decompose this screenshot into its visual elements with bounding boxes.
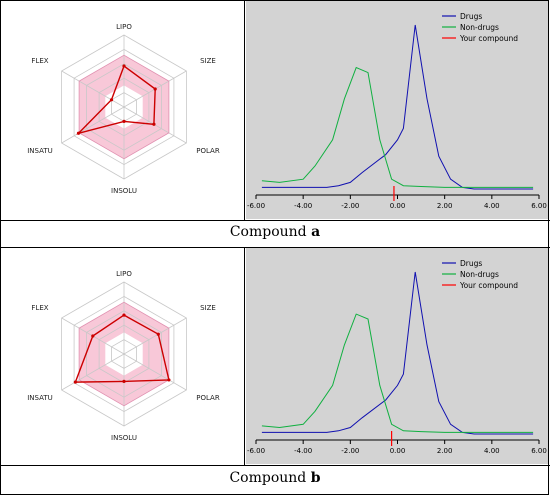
legend-label: Drugs xyxy=(460,259,482,268)
series-line-drugs xyxy=(261,271,534,435)
profile-point xyxy=(152,122,156,126)
x-tick-label: -2.00 xyxy=(341,202,359,210)
profile-point xyxy=(122,64,126,68)
profile-point xyxy=(156,332,160,336)
profile-point xyxy=(167,378,171,382)
series-line-non-drugs xyxy=(261,313,534,433)
divider xyxy=(0,465,550,466)
profile-point xyxy=(76,131,81,135)
x-tick-label: 0.00 xyxy=(390,447,406,455)
axis-label: FLEX xyxy=(31,304,48,312)
legend-label: Your compound xyxy=(459,281,518,290)
profile-point xyxy=(122,313,126,317)
profile-point xyxy=(153,87,157,91)
profile-point xyxy=(91,334,95,338)
caption-b: Compound b xyxy=(229,470,321,486)
radar-chart-b: LIPO SIZE POLAR INSOLU INSATU FLEX xyxy=(27,270,220,442)
caption-a: Compound a xyxy=(229,224,321,240)
band-outline xyxy=(78,54,170,160)
x-tick-label: 0.00 xyxy=(390,202,406,210)
profile-point xyxy=(122,119,126,123)
axis-label: INSOLU xyxy=(111,434,137,442)
axis-label: SIZE xyxy=(200,304,216,312)
x-tick-label: 6.00 xyxy=(531,447,547,455)
axis-label: INSATU xyxy=(27,394,53,402)
x-tick-label: -2.00 xyxy=(341,447,359,455)
divider xyxy=(0,247,550,248)
axis-label: POLAR xyxy=(196,147,220,155)
divider xyxy=(0,220,550,221)
legend-label: Non-drugs xyxy=(460,270,499,279)
x-tick-label: -4.00 xyxy=(294,202,312,210)
x-tick-label: -6.00 xyxy=(247,447,265,455)
grid-spoke xyxy=(123,317,187,355)
x-tick-label: 6.00 xyxy=(531,202,547,210)
x-tick-label: -6.00 xyxy=(247,202,265,210)
axis-label: LIPO xyxy=(116,270,132,278)
distribution-chart-b: -6.00 -4.00 -2.00 0.00 2.00 4.00 6.00 Drugs Non-… xyxy=(246,248,548,464)
series-line-drugs xyxy=(261,24,534,190)
profile-point xyxy=(122,379,126,383)
x-tick-label: 4.00 xyxy=(484,202,500,210)
axis-label: FLEX xyxy=(31,57,48,65)
divider xyxy=(244,247,245,465)
x-tick-label: -4.00 xyxy=(294,447,312,455)
band-outline xyxy=(78,301,170,407)
profile-point xyxy=(73,380,77,384)
series-line-non-drugs xyxy=(261,66,534,188)
grid-spoke xyxy=(61,70,125,108)
plot-background xyxy=(246,248,548,464)
axis-label: INSATU xyxy=(27,147,53,155)
grid-spoke xyxy=(61,353,125,391)
x-tick-label: 4.00 xyxy=(484,447,500,455)
x-tick-label: 2.00 xyxy=(437,447,453,455)
legend-label: Drugs xyxy=(460,12,482,21)
legend-label: Non-drugs xyxy=(460,23,499,32)
legend-label: Your compound xyxy=(459,34,518,43)
axis-label: SIZE xyxy=(200,57,216,65)
axis-label: LIPO xyxy=(116,23,132,31)
profile-point xyxy=(109,98,114,102)
divider xyxy=(244,0,245,220)
x-tick-label: 2.00 xyxy=(437,202,453,210)
axis-label: POLAR xyxy=(196,394,220,402)
distribution-chart-a: -6.00 -4.00 -2.00 0.00 2.00 4.00 6.00 Drugs Non-… xyxy=(246,1,548,219)
grid-spoke xyxy=(123,353,187,391)
optimal-range-band xyxy=(79,55,169,159)
radar-chart-a: LIPO SIZE POLAR INSOLU INSATU FLEX xyxy=(27,23,220,195)
axis-label: INSOLU xyxy=(111,187,137,195)
grid-spoke xyxy=(61,106,125,144)
